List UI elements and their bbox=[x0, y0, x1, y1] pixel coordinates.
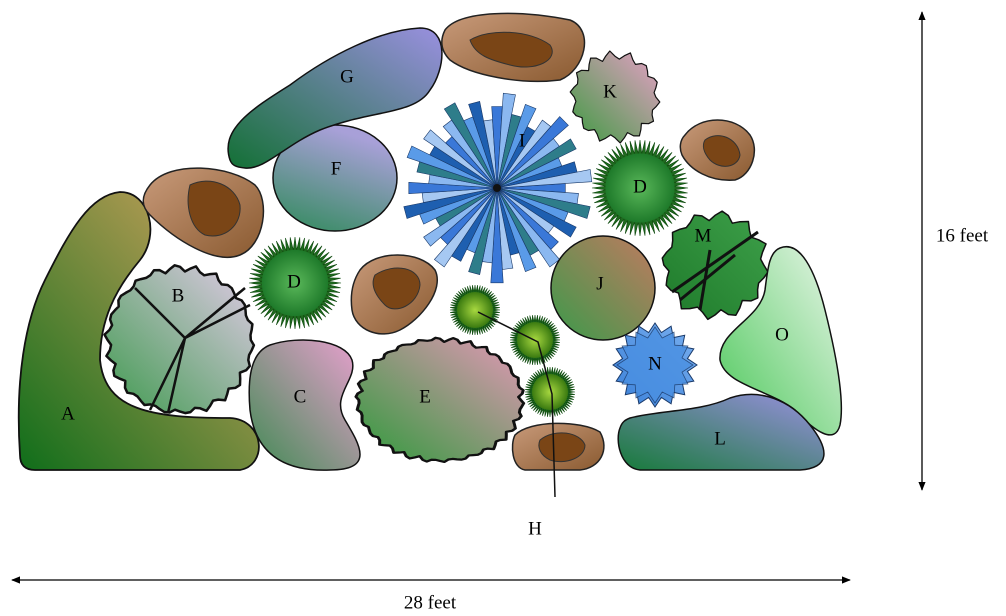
star-center bbox=[493, 184, 501, 192]
bed-l bbox=[617, 393, 825, 471]
plant-label: B bbox=[172, 285, 185, 306]
shrub-core bbox=[532, 374, 568, 410]
shrub-j bbox=[550, 235, 656, 341]
shrub-core bbox=[261, 249, 329, 317]
plant-label: E bbox=[419, 386, 431, 407]
plant-label: J bbox=[596, 273, 603, 294]
shrub-core bbox=[605, 153, 675, 223]
shrub-b bbox=[103, 264, 256, 415]
rock-shadow bbox=[372, 267, 421, 310]
shrub-m bbox=[661, 210, 769, 321]
plant-label: D bbox=[287, 271, 301, 292]
star-leaf bbox=[496, 169, 593, 189]
width-label: 28 feet bbox=[404, 592, 457, 613]
plant-label: N bbox=[648, 353, 662, 374]
bed-a bbox=[17, 191, 260, 471]
plant-label: A bbox=[61, 403, 75, 424]
shrub-e bbox=[354, 336, 526, 464]
plantings bbox=[17, 12, 843, 498]
star-n-inner bbox=[616, 326, 694, 404]
plant-labels: A B C D D E F G H I J K L M N O bbox=[61, 66, 789, 539]
shrub-k bbox=[569, 50, 661, 144]
rock-shadow bbox=[538, 432, 586, 463]
plant-label: F bbox=[331, 158, 342, 179]
branches bbox=[671, 230, 759, 311]
plant-label: I bbox=[519, 130, 525, 151]
shrub-core bbox=[457, 292, 493, 328]
plant-label: C bbox=[294, 386, 307, 407]
plant-label: H bbox=[528, 518, 542, 539]
bed-g bbox=[227, 27, 443, 169]
plant-label: M bbox=[695, 225, 712, 246]
plant-label: K bbox=[603, 81, 617, 102]
rock-shadow bbox=[702, 135, 741, 167]
bed-c bbox=[248, 339, 361, 471]
height-label: 16 feet bbox=[936, 225, 989, 246]
h-pointer bbox=[477, 311, 556, 498]
plant-label: G bbox=[340, 66, 354, 87]
rock-shadow bbox=[469, 31, 553, 68]
rock-shadow bbox=[187, 180, 241, 237]
plant-label: D bbox=[633, 176, 647, 197]
plant-label: L bbox=[714, 428, 726, 449]
branches bbox=[134, 287, 251, 414]
plant-label: O bbox=[775, 324, 789, 345]
